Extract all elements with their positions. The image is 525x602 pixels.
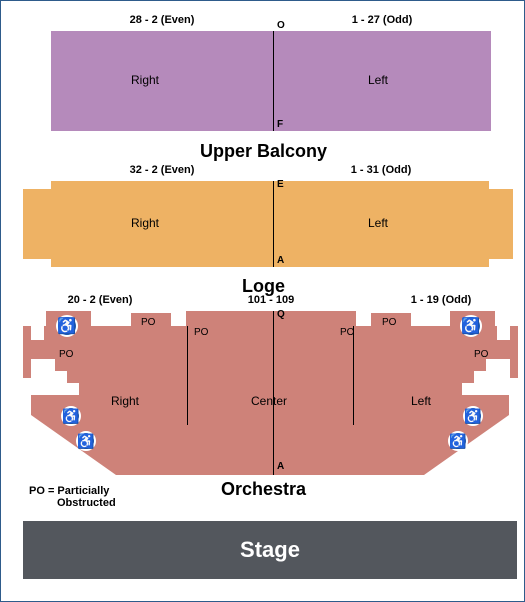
orch-row-bottom: A bbox=[277, 461, 284, 472]
po-label-2: PO bbox=[194, 327, 208, 338]
orch-range-left: 20 - 2 (Even) bbox=[25, 294, 175, 306]
loge-row-bottom: A bbox=[277, 255, 284, 266]
orch-step-left-3 bbox=[31, 383, 79, 395]
stage-label: Stage bbox=[23, 537, 517, 563]
orch-step-right-0 bbox=[497, 326, 510, 340]
loge-row-top: E bbox=[277, 179, 284, 190]
po-label-1: PO bbox=[141, 317, 155, 328]
wheelchair-icon-low-0: ♿ bbox=[61, 406, 81, 426]
orch-center-label: Center bbox=[251, 394, 287, 408]
orch-step-left-0 bbox=[31, 326, 44, 340]
orch-step-right-3 bbox=[462, 383, 510, 395]
orch-right-label: Right bbox=[111, 394, 139, 408]
loge-range-right: 1 - 31 (Odd) bbox=[273, 164, 489, 176]
upper-balcony-midline bbox=[273, 31, 274, 131]
orchestra-midline bbox=[273, 311, 274, 475]
orch-step-right-2 bbox=[474, 371, 510, 383]
wheelchair-icon-tl: ♿ bbox=[56, 315, 78, 337]
orchestra-div-right bbox=[353, 326, 354, 425]
orch-range-center: 101 - 109 bbox=[186, 294, 356, 306]
balcony-range-left: 28 - 2 (Even) bbox=[51, 14, 273, 26]
wheelchair-icon-tr: ♿ bbox=[460, 315, 482, 337]
orch-step-left-2 bbox=[31, 371, 67, 383]
wheelchair-icon-low-3: ♿ bbox=[448, 431, 468, 451]
orch-range-right: 1 - 19 (Odd) bbox=[366, 294, 516, 306]
po-label-5: PO bbox=[474, 349, 488, 360]
legend-line2: Obstructed bbox=[57, 497, 116, 509]
orch-left-label: Left bbox=[411, 394, 431, 408]
po-label-3: PO bbox=[340, 327, 354, 338]
loge-range-left: 32 - 2 (Even) bbox=[51, 164, 273, 176]
loge-section-mid[interactable] bbox=[51, 181, 489, 267]
balcony-range-right: 1 - 27 (Odd) bbox=[273, 14, 491, 26]
orch-step-left-1 bbox=[31, 359, 55, 371]
balcony-right-label: Right bbox=[131, 73, 159, 87]
orchestra-div-left bbox=[187, 326, 188, 425]
loge-midline bbox=[273, 181, 274, 267]
loge-right-label: Right bbox=[131, 216, 159, 230]
po-label-4: PO bbox=[382, 317, 396, 328]
upper-balcony-title: Upper Balcony bbox=[1, 141, 525, 162]
upper-balcony-section[interactable] bbox=[51, 31, 491, 131]
balcony-row-bottom: F bbox=[277, 119, 283, 130]
legend-line1: PO = Particially bbox=[29, 485, 109, 497]
po-label-0: PO bbox=[59, 349, 73, 360]
loge-left-label: Left bbox=[368, 216, 388, 230]
wheelchair-icon-low-2: ♿ bbox=[463, 406, 483, 426]
orch-step-right-1 bbox=[486, 359, 510, 371]
balcony-left-label: Left bbox=[368, 73, 388, 87]
wheelchair-icon-low-1: ♿ bbox=[76, 431, 96, 451]
balcony-row-top: O bbox=[277, 20, 285, 31]
orch-row-top: Q bbox=[277, 309, 285, 320]
